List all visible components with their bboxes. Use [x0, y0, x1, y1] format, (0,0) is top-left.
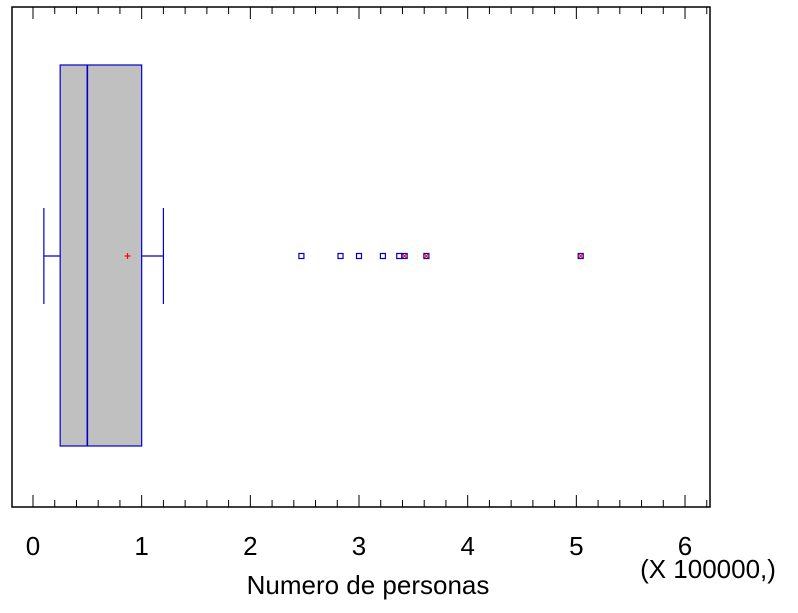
x-tick-label: 5 [569, 531, 583, 561]
x-tick-label: 2 [243, 531, 257, 561]
x-tick-label: 1 [134, 531, 148, 561]
x-tick-label: 0 [26, 531, 40, 561]
x-tick-label: 3 [352, 531, 366, 561]
x-tick-labels: 0 1 2 3 4 5 6 [26, 531, 692, 561]
x-axis-title: Numero de personas [247, 570, 490, 600]
outlier-point [298, 252, 305, 260]
far-outlier-mark [424, 253, 429, 259]
plot-marks [43, 64, 584, 447]
far-outlier-mark [402, 253, 408, 259]
outlier-point [423, 252, 430, 260]
far-outlier-mark [578, 253, 584, 259]
mean-marker [124, 253, 131, 259]
outlier-point [379, 252, 387, 260]
x-axis-multiplier: (X 100000,) [640, 554, 776, 584]
axis-ticks [32, 7, 708, 507]
outlier-point [401, 252, 408, 260]
outlier-point [577, 252, 584, 260]
x-tick-label: 4 [460, 531, 474, 561]
x-tick-label: 6 [678, 531, 692, 561]
outlier-point [355, 252, 363, 260]
outlier-point [337, 252, 344, 260]
